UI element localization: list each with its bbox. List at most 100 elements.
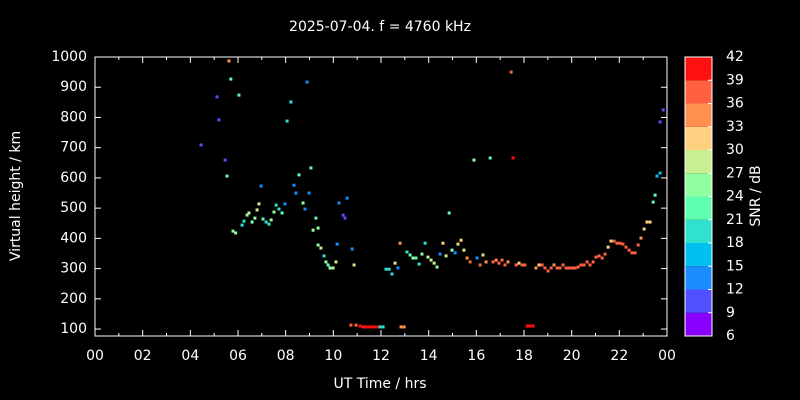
y-tick-label: 300 xyxy=(60,261,87,277)
colorbar-tick-label: 27 xyxy=(726,165,744,181)
data-point xyxy=(582,263,586,267)
data-point xyxy=(546,269,550,273)
data-point xyxy=(292,183,296,187)
data-point xyxy=(373,325,377,329)
data-point xyxy=(645,220,649,224)
data-point xyxy=(405,250,409,254)
data-point xyxy=(217,118,221,122)
data-point xyxy=(381,325,385,329)
data-point xyxy=(658,120,662,124)
data-point xyxy=(272,210,276,214)
data-point xyxy=(651,200,655,204)
data-point xyxy=(227,59,231,63)
data-point xyxy=(447,211,451,215)
colorbar-band xyxy=(685,312,712,336)
data-point xyxy=(549,266,553,270)
x-tick-label: 10 xyxy=(324,348,342,364)
data-point xyxy=(597,254,601,258)
data-point xyxy=(390,272,394,276)
data-point xyxy=(612,239,616,243)
data-point xyxy=(450,248,454,252)
data-point xyxy=(552,263,556,267)
data-point xyxy=(648,220,652,224)
data-point xyxy=(234,231,238,235)
x-tick-label: 16 xyxy=(467,348,485,364)
data-point xyxy=(245,213,249,217)
colorbar-tick-label: 15 xyxy=(726,258,744,274)
data-point xyxy=(459,238,463,242)
data-point xyxy=(289,100,293,104)
data-point xyxy=(456,242,460,246)
data-point xyxy=(468,260,472,264)
data-point xyxy=(396,266,400,270)
data-point xyxy=(215,95,219,99)
data-point xyxy=(579,263,583,267)
colorbar-band xyxy=(685,266,712,290)
y-tick-label: 900 xyxy=(60,79,87,95)
data-point xyxy=(361,325,365,329)
colorbar-tick-label: 39 xyxy=(726,72,744,88)
data-point xyxy=(237,93,241,97)
data-point xyxy=(655,174,659,178)
data-point xyxy=(472,158,476,162)
colorbar-band xyxy=(685,126,712,150)
x-tick-label: 20 xyxy=(563,348,581,364)
data-point xyxy=(570,266,574,270)
data-point xyxy=(349,323,353,327)
data-point xyxy=(555,266,559,270)
data-point xyxy=(331,266,335,270)
colorbar-band xyxy=(685,219,712,243)
data-point xyxy=(269,218,273,222)
data-point xyxy=(543,266,547,270)
x-tick-label: 00 xyxy=(86,348,104,364)
data-point xyxy=(223,158,227,162)
x-tick-label: 02 xyxy=(134,348,152,364)
x-tick-label: 18 xyxy=(515,348,533,364)
colorbar-band xyxy=(685,103,712,127)
data-point xyxy=(615,241,619,245)
colorbar-tick-label: 33 xyxy=(726,119,744,135)
data-point xyxy=(354,323,358,327)
data-point xyxy=(432,261,436,265)
data-point xyxy=(576,265,580,269)
colorbar-tick-label: 42 xyxy=(726,49,744,65)
data-point xyxy=(630,251,634,255)
data-point xyxy=(316,226,320,230)
data-point xyxy=(309,166,313,170)
data-point xyxy=(303,207,307,211)
data-point xyxy=(334,260,338,264)
x-tick-label: 00 xyxy=(658,348,676,364)
data-point xyxy=(491,260,495,264)
data-point xyxy=(350,247,354,251)
data-point xyxy=(528,324,532,328)
data-point xyxy=(497,261,501,265)
data-point xyxy=(326,263,330,267)
data-point xyxy=(229,77,233,81)
data-point xyxy=(337,201,341,205)
data-point xyxy=(411,256,415,260)
colorbar-band xyxy=(685,57,712,81)
data-point xyxy=(199,143,203,147)
y-tick-label: 200 xyxy=(60,291,87,307)
data-point xyxy=(301,201,305,205)
colorbar-tick-label: 9 xyxy=(726,305,735,321)
data-point xyxy=(277,207,281,211)
data-point xyxy=(511,156,515,160)
data-point xyxy=(399,325,403,329)
data-point xyxy=(591,260,595,264)
data-point xyxy=(307,191,311,195)
data-point xyxy=(481,253,485,257)
data-point xyxy=(561,263,565,267)
data-point xyxy=(606,245,610,249)
data-point xyxy=(384,267,388,271)
data-point xyxy=(352,263,356,267)
colorbar-tick-label: 18 xyxy=(726,235,744,251)
y-axis-label: Virtual height / km xyxy=(8,131,24,261)
data-point xyxy=(414,256,418,260)
colorbar-band xyxy=(685,80,712,104)
data-point xyxy=(255,208,259,212)
data-point xyxy=(316,243,320,247)
colorbar-tick-label: 30 xyxy=(726,142,744,158)
data-point xyxy=(267,222,271,226)
